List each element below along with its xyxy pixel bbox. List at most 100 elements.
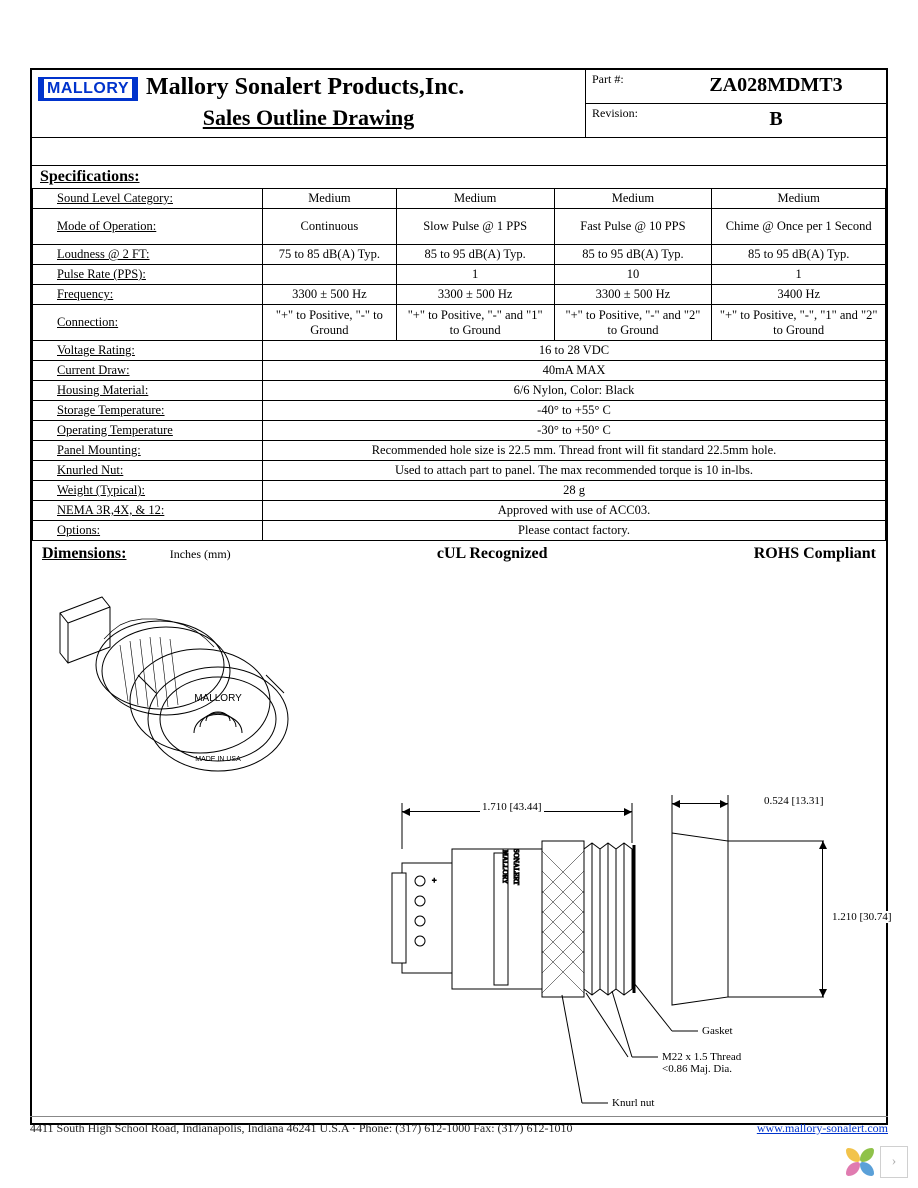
callout-thread-l2: <0.86 Maj. Dia. <box>662 1063 732 1075</box>
doc-subtitle: Sales Outline Drawing <box>32 103 585 137</box>
spec-cell: 1 <box>712 265 886 285</box>
spec-value: 40mA MAX <box>263 361 886 381</box>
spec-value: -30° to +50° C <box>263 421 886 441</box>
dim-dia-line <box>822 841 823 997</box>
spec-value: 28 g <box>263 481 886 501</box>
rev-value: B <box>666 104 886 137</box>
spec-value: Recommended hole size is 22.5 mm. Thread… <box>263 441 886 461</box>
spec-row: Frequency:3300 ± 500 Hz3300 ± 500 Hz3300… <box>33 285 886 305</box>
spec-label: Connection: <box>33 305 263 341</box>
spec-label: Sound Level Category: <box>33 189 263 209</box>
spec-label: Current Draw: <box>33 361 263 381</box>
spec-cell: 85 to 95 dB(A) Typ. <box>712 245 886 265</box>
next-arrow[interactable]: › <box>880 1146 908 1178</box>
spec-row: Mode of Operation:ContinuousSlow Pulse @… <box>33 209 886 245</box>
spec-label: NEMA 3R,4X, & 12: <box>33 501 263 521</box>
spec-value: -40° to +55° C <box>263 401 886 421</box>
spec-label: Options: <box>33 521 263 541</box>
spec-cell: 85 to 95 dB(A) Typ. <box>554 245 712 265</box>
spec-cell: 75 to 85 dB(A) Typ. <box>263 245 397 265</box>
spec-cell: 85 to 95 dB(A) Typ. <box>396 245 554 265</box>
spec-row: Options:Please contact factory. <box>33 521 886 541</box>
spec-cell: Medium <box>712 189 886 209</box>
spec-label: Pulse Rate (PPS): <box>33 265 263 285</box>
part-label: Part #: <box>586 70 666 103</box>
dim-front: 0.524 [13.31] <box>762 795 826 807</box>
spec-cell <box>263 265 397 285</box>
rev-label: Revision: <box>586 104 666 137</box>
dimensions-units: Inches (mm) <box>170 547 231 561</box>
title-block: MALLORY Mallory Sonalert Products,Inc. S… <box>32 70 886 138</box>
dimensions-title: Dimensions: <box>42 545 126 562</box>
rohs-compliant: ROHS Compliant <box>754 545 876 563</box>
datasheet-frame: MALLORY Mallory Sonalert Products,Inc. S… <box>30 68 888 1125</box>
part-number: ZA028MDMT3 <box>666 70 886 103</box>
spec-row: Loudness @ 2 FT:75 to 85 dB(A) Typ.85 to… <box>33 245 886 265</box>
side-view: + MALLORY SONALERT <box>372 763 872 1103</box>
spec-row: Housing Material:6/6 Nylon, Color: Black <box>33 381 886 401</box>
company-name: Mallory Sonalert Products,Inc. <box>146 74 464 101</box>
spec-cell: 3300 ± 500 Hz <box>554 285 712 305</box>
side-brand-text: MALLORY <box>501 850 509 884</box>
cul-recognized: cUL Recognized <box>437 545 548 563</box>
specs-table: Sound Level Category:MediumMediumMediumM… <box>32 188 886 541</box>
isometric-view: MALLORY MADE IN USA <box>42 583 322 813</box>
spec-label: Housing Material: <box>33 381 263 401</box>
footer-link[interactable]: www.mallory-sonalert.com <box>757 1121 888 1136</box>
spec-row: Current Draw:40mA MAX <box>33 361 886 381</box>
spec-row: Pulse Rate (PPS):1101 <box>33 265 886 285</box>
spec-label: Frequency: <box>33 285 263 305</box>
face-made-text: MADE IN USA <box>195 756 241 763</box>
spec-label: Weight (Typical): <box>33 481 263 501</box>
spec-cell: Medium <box>396 189 554 209</box>
face-brand-text: MALLORY <box>194 693 242 704</box>
spec-value: Please contact factory. <box>263 521 886 541</box>
title-right: Part #: ZA028MDMT3 Revision: B <box>586 70 886 137</box>
logo-text: MALLORY <box>44 79 132 98</box>
spec-cell: 3300 ± 500 Hz <box>396 285 554 305</box>
spec-label: Operating Temperature <box>33 421 263 441</box>
spec-row: Operating Temperature-30° to +50° C <box>33 421 886 441</box>
spec-label: Loudness @ 2 FT: <box>33 245 263 265</box>
spec-label: Storage Temperature: <box>33 401 263 421</box>
spec-row: NEMA 3R,4X, & 12:Approved with use of AC… <box>33 501 886 521</box>
spec-cell: Slow Pulse @ 1 PPS <box>396 209 554 245</box>
petals-icon <box>844 1146 876 1178</box>
spec-value: 16 to 28 VDC <box>263 341 886 361</box>
spec-row: Panel Mounting:Recommended hole size is … <box>33 441 886 461</box>
spec-label: Knurled Nut: <box>33 461 263 481</box>
spec-cell: Fast Pulse @ 10 PPS <box>554 209 712 245</box>
spec-cell: "+" to Positive, "-" and "1" to Ground <box>396 305 554 341</box>
spec-cell: 3400 Hz <box>712 285 886 305</box>
spec-label: Mode of Operation: <box>33 209 263 245</box>
spec-cell: 10 <box>554 265 712 285</box>
spec-value: 6/6 Nylon, Color: Black <box>263 381 886 401</box>
spec-label: Voltage Rating: <box>33 341 263 361</box>
spec-row: Weight (Typical):28 g <box>33 481 886 501</box>
dim-dia: 1.210 [30.74] <box>830 911 894 923</box>
spec-cell: Chime @ Once per 1 Second <box>712 209 886 245</box>
callout-gasket: Gasket <box>702 1025 733 1037</box>
mallory-logo: MALLORY <box>38 77 138 101</box>
svg-text:+: + <box>432 876 437 885</box>
spec-cell: Medium <box>554 189 712 209</box>
dim-length: 1.710 [43.44] <box>480 801 544 813</box>
dimensions-header: Dimensions: Inches (mm) cUL Recognized R… <box>32 541 886 563</box>
corner-widget: › <box>844 1146 908 1178</box>
drawing-area: MALLORY MADE IN USA + MALLORY SONALERT <box>32 563 886 1123</box>
spec-value: Used to attach part to panel. The max re… <box>263 461 886 481</box>
specs-heading: Specifications: <box>32 166 886 188</box>
title-left: MALLORY Mallory Sonalert Products,Inc. S… <box>32 70 586 137</box>
spec-row: Sound Level Category:MediumMediumMediumM… <box>33 189 886 209</box>
spec-row: Storage Temperature:-40° to +55° C <box>33 401 886 421</box>
spec-value: Approved with use of ACC03. <box>263 501 886 521</box>
blank-row <box>32 138 886 166</box>
dim-front-line <box>672 803 728 804</box>
spec-cell: Medium <box>263 189 397 209</box>
spec-label: Panel Mounting: <box>33 441 263 461</box>
spec-row: Voltage Rating:16 to 28 VDC <box>33 341 886 361</box>
callout-knurl: Knurl nut <box>612 1097 654 1109</box>
spec-row: Connection:"+" to Positive, "-" to Groun… <box>33 305 886 341</box>
callout-thread-l1: M22 x 1.5 Thread <box>662 1051 741 1063</box>
spec-cell: 3300 ± 500 Hz <box>263 285 397 305</box>
